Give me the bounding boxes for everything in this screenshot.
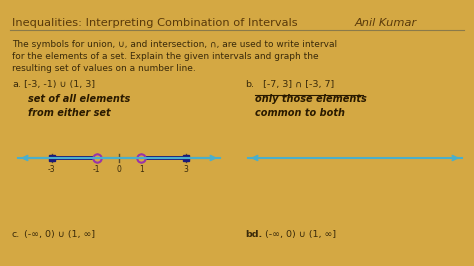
Text: -1: -1 — [93, 165, 100, 174]
Text: set of all elements: set of all elements — [28, 94, 130, 104]
Text: (-∞, 0) ∪ (1, ∞]: (-∞, 0) ∪ (1, ∞] — [265, 230, 336, 239]
Text: 0: 0 — [117, 165, 121, 174]
Text: for the elements of a set. Explain the given intervals and graph the: for the elements of a set. Explain the g… — [12, 52, 319, 61]
Text: -3: -3 — [48, 165, 55, 174]
Text: (-∞, 0) ∪ (1, ∞]: (-∞, 0) ∪ (1, ∞] — [24, 230, 95, 239]
Text: [-3, -1) ∪ (1, 3]: [-3, -1) ∪ (1, 3] — [24, 80, 95, 89]
Text: [-7, 3] ∩ [-3, 7]: [-7, 3] ∩ [-3, 7] — [263, 80, 334, 89]
Text: common to both: common to both — [255, 108, 345, 118]
Text: 3: 3 — [184, 165, 189, 174]
Text: c.: c. — [12, 230, 20, 239]
Text: b.: b. — [245, 80, 254, 89]
Text: resulting set of values on a number line.: resulting set of values on a number line… — [12, 64, 196, 73]
Text: from either set: from either set — [28, 108, 110, 118]
Text: bd.: bd. — [245, 230, 262, 239]
Text: Anil Kumar: Anil Kumar — [355, 18, 417, 28]
Text: Inequalities: Interpreting Combination of Intervals: Inequalities: Interpreting Combination o… — [12, 18, 298, 28]
Text: The symbols for union, ∪, and intersection, ∩, are used to write interval: The symbols for union, ∪, and intersecti… — [12, 40, 337, 49]
Text: only those elements: only those elements — [255, 94, 367, 104]
Text: 1: 1 — [139, 165, 144, 174]
Text: a.: a. — [12, 80, 21, 89]
